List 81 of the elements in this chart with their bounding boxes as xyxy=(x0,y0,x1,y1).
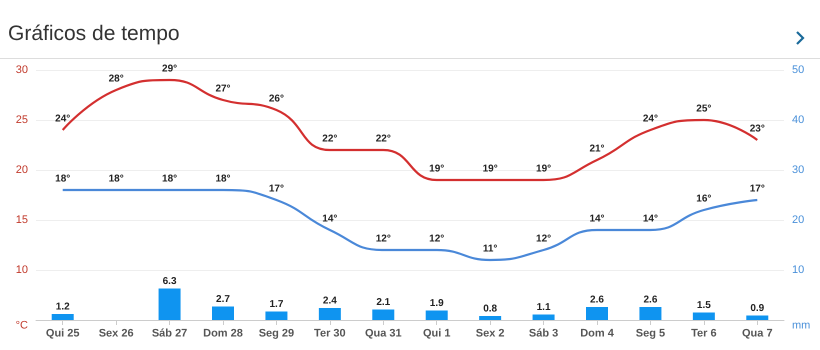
data-label: 0.9 xyxy=(750,303,765,314)
data-label: 17° xyxy=(750,184,765,194)
x-tick-label: Qua 31 xyxy=(364,328,402,340)
bar xyxy=(265,312,288,320)
data-label: 14° xyxy=(322,214,338,224)
bar xyxy=(158,288,181,320)
x-tick-label: Sáb 27 xyxy=(152,328,188,340)
y2-tick-label: 10 xyxy=(792,264,804,276)
data-label: 0.8 xyxy=(483,304,498,314)
y-tick-label: 10 xyxy=(16,264,28,276)
x-tick-label: Seg 29 xyxy=(258,328,294,340)
data-label: 1.1 xyxy=(536,302,551,313)
bar xyxy=(212,306,234,320)
data-label: 26° xyxy=(268,94,284,104)
data-label: 18° xyxy=(108,174,124,184)
bar xyxy=(318,308,341,320)
bar xyxy=(639,307,662,320)
y-tick-label: 15 xyxy=(16,214,28,226)
bar xyxy=(372,310,394,320)
data-label: 19° xyxy=(429,164,444,174)
data-label: 12° xyxy=(429,234,444,244)
bar xyxy=(586,307,608,320)
data-label: 27° xyxy=(215,84,231,94)
bar xyxy=(426,310,448,320)
y-tick-label: 30 xyxy=(16,64,28,76)
data-label: 22° xyxy=(322,134,338,144)
bar xyxy=(746,316,768,320)
data-label: 19° xyxy=(482,164,498,174)
data-label: 22° xyxy=(376,134,391,144)
x-tick-label: Dom 28 xyxy=(203,328,243,340)
x-tick-label: Dom 4 xyxy=(580,328,615,340)
data-label: 24° xyxy=(642,114,658,124)
data-label: 25° xyxy=(696,104,712,114)
chart-title: Gráficos de tempo xyxy=(8,22,180,46)
x-tick-label: Ter 30 xyxy=(314,328,346,340)
data-label: 17° xyxy=(268,184,284,194)
data-label: 24° xyxy=(55,114,70,124)
data-label: 19° xyxy=(536,164,552,174)
data-label: 28° xyxy=(108,74,124,84)
data-label: 14° xyxy=(642,214,658,224)
y2-tick-label: 30 xyxy=(792,164,804,176)
bar xyxy=(479,316,502,320)
data-label: 1.7 xyxy=(269,299,284,310)
y-axis-title: °C xyxy=(16,320,28,332)
data-label: 16° xyxy=(696,194,712,204)
x-tick-label: Qua 7 xyxy=(742,328,773,340)
data-label: 23° xyxy=(750,124,765,134)
data-label: 2.1 xyxy=(376,297,391,308)
y2-tick-label: 50 xyxy=(792,64,804,76)
data-label: 18° xyxy=(215,174,231,184)
data-label: 2.6 xyxy=(590,294,604,306)
y-tick-label: 20 xyxy=(16,164,28,176)
y-tick-label: 25 xyxy=(16,114,28,126)
data-label: 6.3 xyxy=(162,276,177,287)
bar xyxy=(692,312,715,320)
data-label: 18° xyxy=(55,174,70,184)
data-label: 1.5 xyxy=(696,300,712,311)
x-tick-label: Qui 1 xyxy=(422,328,450,340)
data-label: 2.7 xyxy=(216,294,230,305)
x-tick-label: Qui 25 xyxy=(46,328,80,340)
data-label: 11° xyxy=(482,244,498,254)
data-label: 12° xyxy=(376,234,391,244)
y2-tick-label: 40 xyxy=(792,114,804,126)
x-tick-label: Sex 2 xyxy=(476,328,505,340)
x-tick-label: Sex 26 xyxy=(98,328,134,340)
y2-tick-label: 20 xyxy=(792,214,804,226)
x-tick-label: Seg 5 xyxy=(636,328,666,340)
bar xyxy=(532,314,555,320)
x-tick-label: Sáb 3 xyxy=(528,328,558,340)
data-label: 21° xyxy=(589,144,605,154)
bar xyxy=(52,314,74,320)
data-label: 1.2 xyxy=(56,302,70,312)
data-label: 14° xyxy=(589,214,605,224)
data-label: 18° xyxy=(162,174,178,184)
x-tick-label: Ter 6 xyxy=(691,328,717,340)
data-label: 12° xyxy=(536,234,552,244)
data-label: 29° xyxy=(162,64,178,74)
y2-axis-title: mm xyxy=(792,320,810,332)
data-label: 1.9 xyxy=(430,298,444,309)
data-label: 2.6 xyxy=(643,294,658,306)
data-label: 2.4 xyxy=(322,296,338,306)
